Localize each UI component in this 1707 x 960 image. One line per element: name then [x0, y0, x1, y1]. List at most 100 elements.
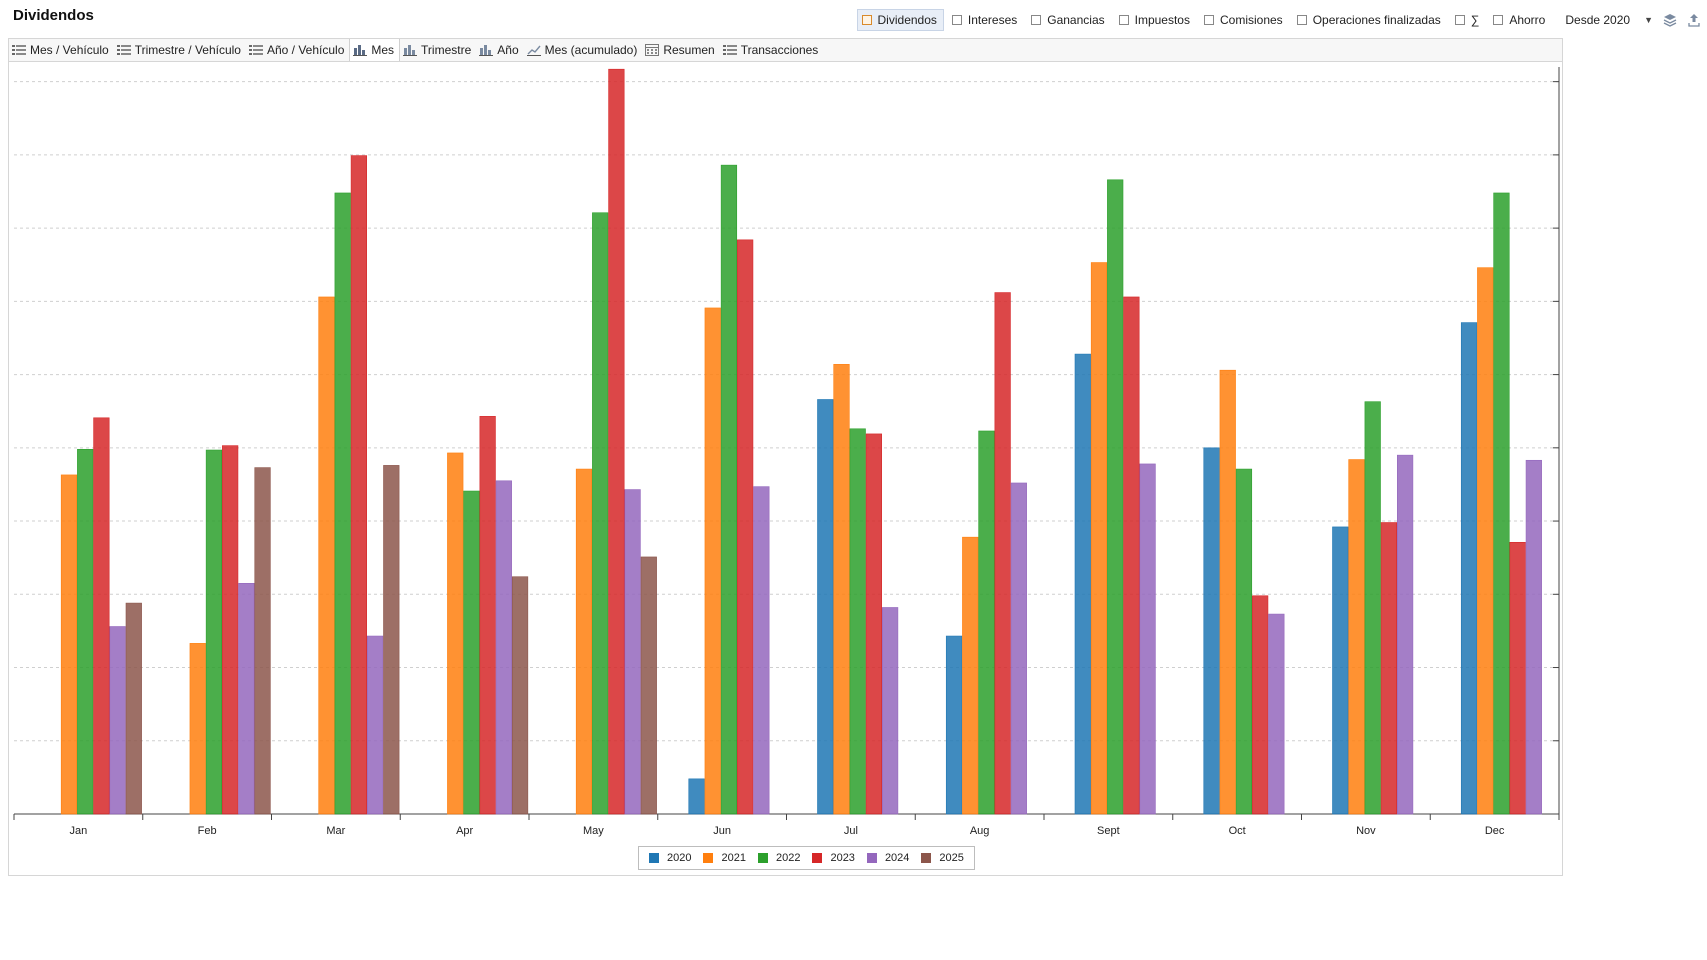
bar-chart: Jan Feb Mar Apr May Jun Jul Aug Sept Oct Nov Dec [13, 67, 1560, 837]
bar [238, 583, 255, 815]
filter-operaciones-finalizadas[interactable]: Operaciones finalizadas [1293, 10, 1447, 30]
checkbox[interactable] [1031, 15, 1042, 25]
legend-item[interactable]: 2023 [812, 852, 855, 864]
bar [495, 480, 512, 815]
bar [753, 486, 770, 815]
tab-ano-vehiculo[interactable]: Año / Vehículo [246, 39, 349, 61]
tab-mes-acumulado[interactable]: Mes (acumulado) [524, 39, 643, 61]
bar [77, 448, 94, 815]
legend-swatch [649, 853, 659, 863]
bar [640, 556, 657, 815]
legend-item[interactable]: 2022 [757, 852, 801, 864]
tab-mes-vehiculo[interactable]: Mes / Vehículo [9, 39, 114, 61]
tab-label: Trimestre / Vehículo [134, 43, 241, 57]
tab-label: Trimestre [421, 43, 472, 57]
bar [1268, 613, 1285, 815]
filter-label: Ganancias [1047, 13, 1105, 27]
bar [463, 490, 480, 815]
tab-label: Año [497, 43, 519, 57]
bar [1509, 541, 1526, 815]
legend-swatch [812, 853, 823, 863]
x-tick-label: Jul [844, 825, 858, 837]
bar [1074, 353, 1091, 815]
bar [849, 428, 866, 815]
bar [1364, 401, 1381, 815]
bar [624, 489, 641, 815]
tab-label: Transacciones [740, 43, 819, 57]
tab-resumen[interactable]: Resumen [642, 39, 719, 61]
checkbox[interactable] [951, 15, 962, 25]
period-value: Desde 2020 [1565, 13, 1631, 27]
list-icon [248, 45, 263, 55]
tab-mes[interactable]: Mes [349, 38, 401, 62]
bar [1090, 262, 1108, 815]
legend-label: 2024 [884, 852, 910, 864]
bar [366, 635, 384, 815]
filter-label: Intereses [967, 13, 1018, 27]
checkbox[interactable] [1454, 15, 1465, 25]
bar-chart-icon [479, 45, 494, 56]
x-tick-label: Aug [970, 825, 990, 837]
bar [93, 417, 110, 815]
x-tick-label: Nov [1356, 825, 1376, 837]
legend-item[interactable]: 2021 [703, 852, 746, 864]
legend-label: 2025 [939, 852, 964, 864]
x-tick-label: Dec [1485, 825, 1505, 837]
legend-label: 2020 [667, 852, 692, 864]
bar [817, 399, 834, 815]
filter-ahorro[interactable]: Ahorro [1489, 10, 1551, 30]
page-title: Dividendos [13, 7, 94, 24]
legend-label: 2023 [830, 852, 855, 864]
legend-label: 2021 [721, 852, 746, 864]
export-icon[interactable] [1687, 13, 1701, 27]
tab-trimestre-vehiculo[interactable]: Trimestre / Vehículo [114, 39, 246, 61]
list-icon [722, 45, 737, 55]
filter-sum[interactable]: ∑ [1451, 10, 1486, 30]
checkbox[interactable] [1296, 15, 1307, 25]
filter-ganancias[interactable]: Ganancias [1027, 10, 1110, 30]
checkbox[interactable] [1203, 15, 1214, 25]
legend-item[interactable]: 2020 [649, 852, 691, 864]
tab-trimestre[interactable]: Trimestre [400, 39, 476, 61]
bar [1397, 454, 1414, 815]
filter-intereses[interactable]: Intereses [948, 10, 1023, 30]
x-tick-label: Mar [326, 825, 345, 837]
bar [1203, 447, 1220, 815]
layers-icon[interactable] [1663, 13, 1677, 27]
bar [945, 635, 963, 815]
bar [254, 467, 271, 815]
checkbox[interactable] [861, 15, 872, 25]
list-icon [12, 45, 26, 55]
checkbox[interactable] [1118, 15, 1129, 25]
bar [592, 212, 609, 815]
legend-item[interactable]: 2024 [866, 852, 910, 864]
bar [1380, 522, 1397, 815]
bar [704, 307, 721, 815]
bar [447, 452, 464, 815]
x-tick-label: Feb [198, 825, 217, 837]
bar [1348, 459, 1365, 815]
filter-comisiones[interactable]: Comisiones [1200, 10, 1289, 30]
legend-label: 2022 [775, 852, 801, 864]
bar [1235, 468, 1253, 815]
bar [109, 626, 126, 815]
tab-transacciones[interactable]: Transacciones [720, 39, 824, 61]
tab-label: Mes [371, 43, 395, 57]
bar [865, 433, 882, 815]
legend-item[interactable]: 2025 [921, 852, 964, 864]
bar [511, 576, 529, 815]
bar [1332, 526, 1349, 815]
checkbox[interactable] [1493, 15, 1504, 25]
filter-dividendos[interactable]: Dividendos [856, 9, 944, 31]
filter-bar: Dividendos Intereses Ganancias Impuestos… [853, 9, 1707, 31]
bar [222, 445, 239, 815]
bar [608, 68, 625, 815]
bar [688, 778, 705, 815]
filter-impuestos[interactable]: Impuestos [1115, 10, 1196, 30]
tab-ano[interactable]: Año [476, 39, 523, 61]
period-dropdown[interactable]: Desde 2020 ▼ [1565, 13, 1653, 27]
filter-label: Ahorro [1509, 13, 1546, 27]
bar [1525, 459, 1542, 815]
chevron-down-icon[interactable]: ▼ [1644, 15, 1653, 25]
tab-label: Resumen [663, 43, 715, 57]
